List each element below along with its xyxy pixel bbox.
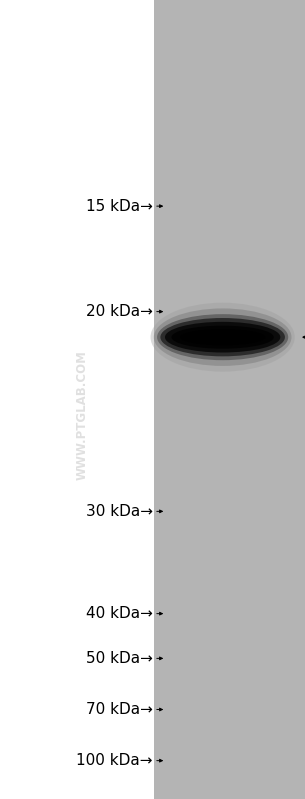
Text: 40 kDa→: 40 kDa→ bbox=[86, 606, 152, 621]
Text: 100 kDa→: 100 kDa→ bbox=[76, 753, 152, 768]
Ellipse shape bbox=[151, 303, 295, 372]
Ellipse shape bbox=[165, 322, 280, 352]
Text: 15 kDa→: 15 kDa→ bbox=[86, 199, 152, 213]
Ellipse shape bbox=[157, 314, 288, 360]
Ellipse shape bbox=[180, 329, 265, 345]
Text: WWW.PTGLAB.COM: WWW.PTGLAB.COM bbox=[76, 351, 89, 480]
Text: 70 kDa→: 70 kDa→ bbox=[86, 702, 152, 717]
Bar bbox=[154, 0, 305, 799]
Ellipse shape bbox=[154, 308, 292, 366]
Text: 20 kDa→: 20 kDa→ bbox=[86, 304, 152, 319]
Ellipse shape bbox=[171, 326, 274, 348]
Text: 30 kDa→: 30 kDa→ bbox=[85, 504, 152, 519]
Ellipse shape bbox=[160, 318, 285, 356]
Text: 50 kDa→: 50 kDa→ bbox=[86, 651, 152, 666]
